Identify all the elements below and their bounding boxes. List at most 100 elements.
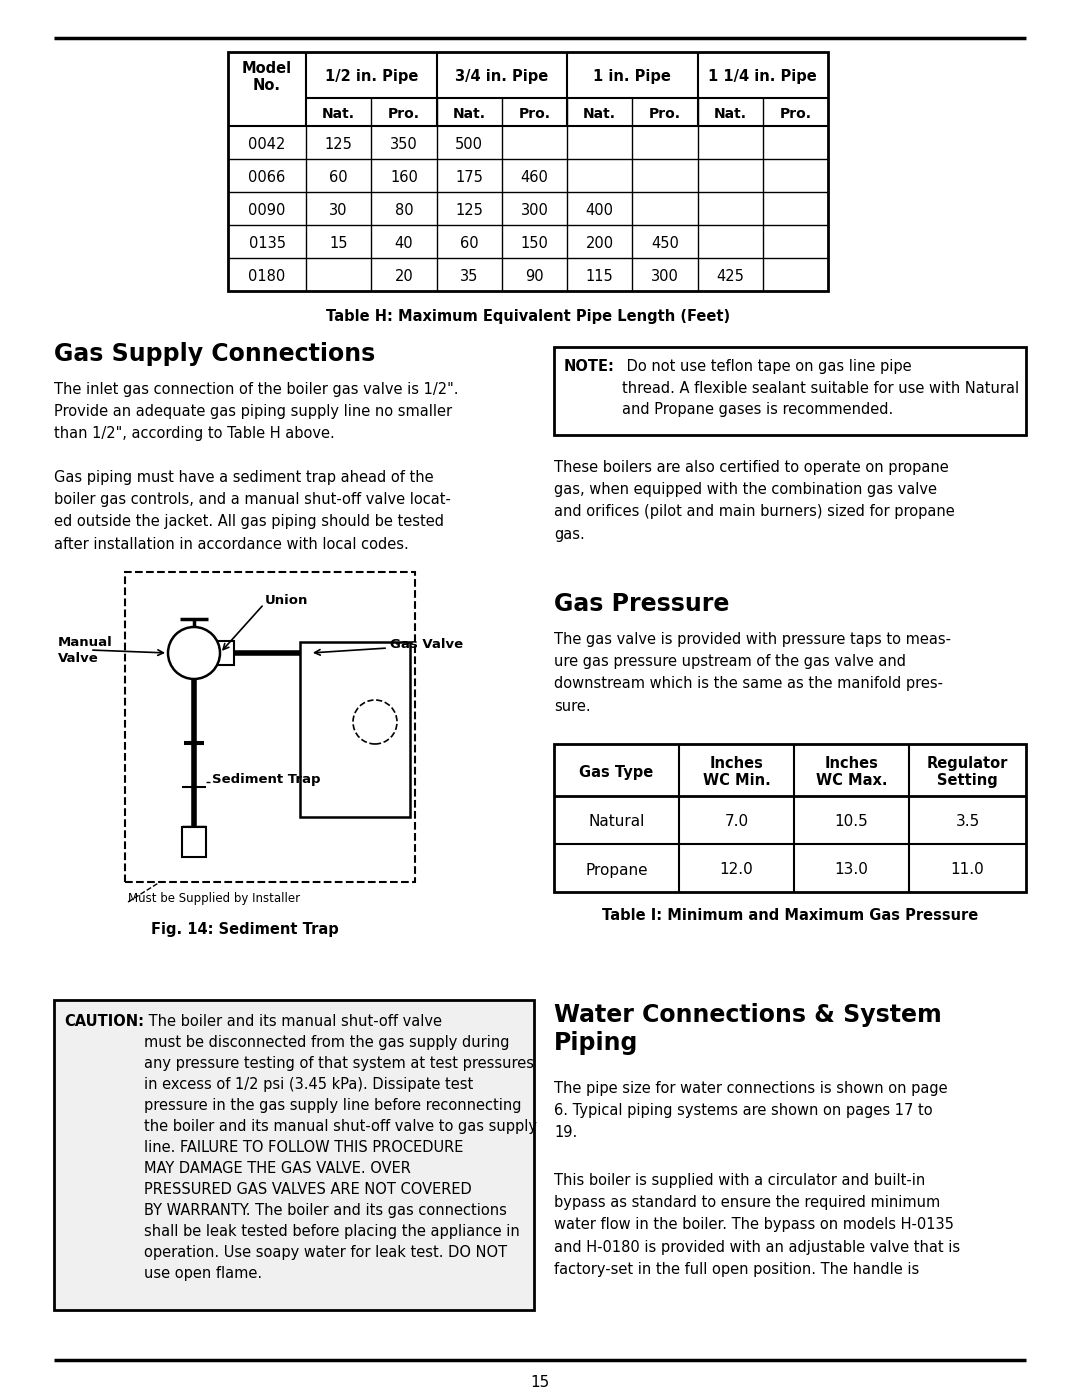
Text: 3/4 in. Pipe: 3/4 in. Pipe xyxy=(455,70,549,84)
Bar xyxy=(762,126,828,159)
Text: Fig. 14: Sediment Trap: Fig. 14: Sediment Trap xyxy=(151,922,339,937)
Bar xyxy=(698,126,762,159)
Text: Must be Supplied by Installer: Must be Supplied by Installer xyxy=(129,893,300,905)
Text: Model
No.: Model No. xyxy=(242,61,292,94)
Text: Gas Supply Connections: Gas Supply Connections xyxy=(54,342,375,366)
Bar xyxy=(632,191,698,225)
Text: Sediment Trap: Sediment Trap xyxy=(212,774,321,787)
Bar xyxy=(554,745,1026,893)
Text: This boiler is supplied with a circulator and built-in
bypass as standard to ens: This boiler is supplied with a circulato… xyxy=(554,1173,960,1277)
Text: 0042: 0042 xyxy=(248,137,286,152)
Text: 175: 175 xyxy=(455,170,483,184)
Text: Nat.: Nat. xyxy=(583,108,616,122)
Text: Regulator
Setting: Regulator Setting xyxy=(927,756,1009,788)
Text: Union: Union xyxy=(265,594,309,606)
Text: 7.0: 7.0 xyxy=(725,814,748,830)
Text: Nat.: Nat. xyxy=(714,108,746,122)
Text: Inches
WC Max.: Inches WC Max. xyxy=(815,756,888,788)
Text: Table H: Maximum Equivalent Pipe Length (Feet): Table H: Maximum Equivalent Pipe Length … xyxy=(326,309,730,324)
Text: 0135: 0135 xyxy=(248,236,285,251)
Bar xyxy=(632,225,698,258)
Text: NOTE:: NOTE: xyxy=(564,359,615,374)
Text: 1/2 in. Pipe: 1/2 in. Pipe xyxy=(325,70,418,84)
Text: 115: 115 xyxy=(585,270,613,284)
Text: Nat.: Nat. xyxy=(453,108,486,122)
Text: Gas Valve: Gas Valve xyxy=(390,638,463,651)
Text: Natural: Natural xyxy=(589,814,645,830)
Text: Pro.: Pro. xyxy=(388,108,420,122)
Text: Pro.: Pro. xyxy=(518,108,551,122)
Bar xyxy=(228,258,306,291)
Text: Water Connections & System
Piping: Water Connections & System Piping xyxy=(554,1003,942,1055)
Text: The pipe size for water connections is shown on page
6. Typical piping systems a: The pipe size for water connections is s… xyxy=(554,1081,947,1140)
Bar xyxy=(206,641,234,665)
Text: 3.5: 3.5 xyxy=(956,814,980,830)
Text: 0090: 0090 xyxy=(248,203,286,218)
Bar xyxy=(762,258,828,291)
Bar xyxy=(436,126,502,159)
Text: 60: 60 xyxy=(329,170,348,184)
Text: 160: 160 xyxy=(390,170,418,184)
Bar xyxy=(698,159,762,191)
Text: 125: 125 xyxy=(325,137,352,152)
Bar xyxy=(762,191,828,225)
Bar xyxy=(632,159,698,191)
Bar xyxy=(567,126,632,159)
Bar xyxy=(228,52,828,291)
Text: 0066: 0066 xyxy=(248,170,285,184)
Bar xyxy=(632,126,698,159)
Text: Propane: Propane xyxy=(585,862,648,877)
Text: 500: 500 xyxy=(455,137,483,152)
Text: Pro.: Pro. xyxy=(780,108,811,122)
Text: Manual
Valve: Manual Valve xyxy=(58,636,112,665)
Text: 90: 90 xyxy=(525,270,543,284)
Text: Do not use teflon tape on gas line pipe
thread. A flexible sealant suitable for : Do not use teflon tape on gas line pipe … xyxy=(622,359,1020,418)
Text: Nat.: Nat. xyxy=(322,108,355,122)
Text: 30: 30 xyxy=(329,203,348,218)
Text: 15: 15 xyxy=(530,1375,550,1390)
Text: 125: 125 xyxy=(455,203,483,218)
Text: 80: 80 xyxy=(394,203,414,218)
Text: The boiler and its manual shut-off valve
must be disconnected from the gas suppl: The boiler and its manual shut-off valve… xyxy=(144,1014,537,1281)
Text: Inches
WC Min.: Inches WC Min. xyxy=(703,756,770,788)
Text: Pro.: Pro. xyxy=(649,108,680,122)
Text: These boilers are also certified to operate on propane
gas, when equipped with t: These boilers are also certified to oper… xyxy=(554,460,955,542)
Text: 11.0: 11.0 xyxy=(950,862,984,877)
Text: Table I: Minimum and Maximum Gas Pressure: Table I: Minimum and Maximum Gas Pressur… xyxy=(602,908,978,923)
Bar xyxy=(502,126,567,159)
Text: 20: 20 xyxy=(394,270,414,284)
Bar xyxy=(502,159,567,191)
Bar xyxy=(762,159,828,191)
Text: 450: 450 xyxy=(651,236,679,251)
Text: 1 in. Pipe: 1 in. Pipe xyxy=(593,70,671,84)
Bar xyxy=(554,346,1026,434)
Text: 425: 425 xyxy=(716,270,744,284)
Bar xyxy=(54,1000,534,1310)
Text: 13.0: 13.0 xyxy=(835,862,868,877)
Text: 40: 40 xyxy=(394,236,414,251)
Bar xyxy=(762,225,828,258)
Text: 300: 300 xyxy=(521,203,549,218)
Text: 200: 200 xyxy=(585,236,613,251)
Bar xyxy=(698,225,762,258)
Text: The gas valve is provided with pressure taps to meas-
ure gas pressure upstream : The gas valve is provided with pressure … xyxy=(554,631,951,714)
Bar xyxy=(698,191,762,225)
Text: 460: 460 xyxy=(521,170,549,184)
Circle shape xyxy=(168,627,220,679)
Bar xyxy=(125,571,415,882)
Text: 10.5: 10.5 xyxy=(835,814,868,830)
Circle shape xyxy=(353,700,397,745)
Text: Gas Pressure: Gas Pressure xyxy=(554,592,729,616)
Text: 60: 60 xyxy=(460,236,478,251)
Text: CAUTION:: CAUTION: xyxy=(64,1014,144,1030)
Text: 300: 300 xyxy=(651,270,679,284)
Text: Gas Type: Gas Type xyxy=(579,764,653,780)
Text: 0180: 0180 xyxy=(248,270,285,284)
Bar xyxy=(698,258,762,291)
Text: 400: 400 xyxy=(585,203,613,218)
Text: 350: 350 xyxy=(390,137,418,152)
Text: The inlet gas connection of the boiler gas valve is 1/2".
Provide an adequate ga: The inlet gas connection of the boiler g… xyxy=(54,381,459,441)
Text: Gas piping must have a sediment trap ahead of the
boiler gas controls, and a man: Gas piping must have a sediment trap ahe… xyxy=(54,469,450,552)
Bar xyxy=(183,827,206,856)
Text: 1 1/4 in. Pipe: 1 1/4 in. Pipe xyxy=(708,70,818,84)
